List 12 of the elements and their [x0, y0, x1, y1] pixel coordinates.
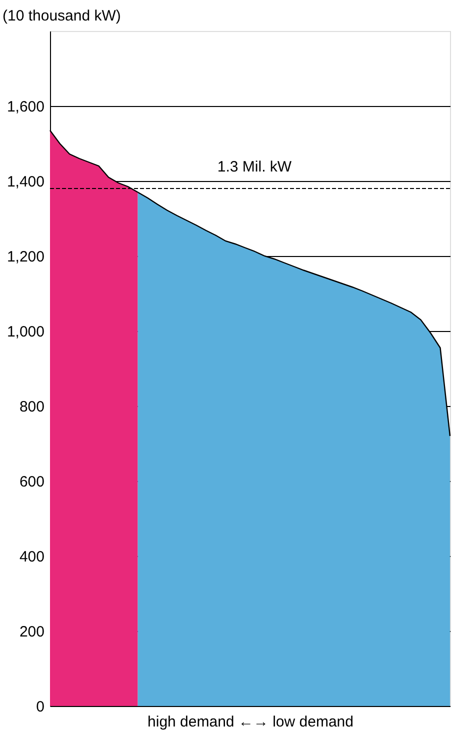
y-tick-label: 1,200	[6, 248, 44, 266]
ref-line-label: 1.3 Mil. kW	[217, 158, 292, 176]
y-tick-label: 400	[19, 548, 44, 566]
y-tick-label: 0	[36, 698, 44, 716]
y-tick-label: 1,400	[6, 174, 44, 190]
y-tick-label: 1,600	[6, 98, 44, 116]
x-axis-title: high demand ←→ low demand	[148, 714, 354, 730]
y-tick-label: 1,000	[6, 324, 44, 340]
y-tick-label: 600	[19, 474, 44, 490]
y-tick-label: 200	[19, 624, 44, 640]
y-axis-title: (10 thousand kW)	[2, 8, 121, 24]
y-tick-label: 800	[19, 398, 44, 416]
